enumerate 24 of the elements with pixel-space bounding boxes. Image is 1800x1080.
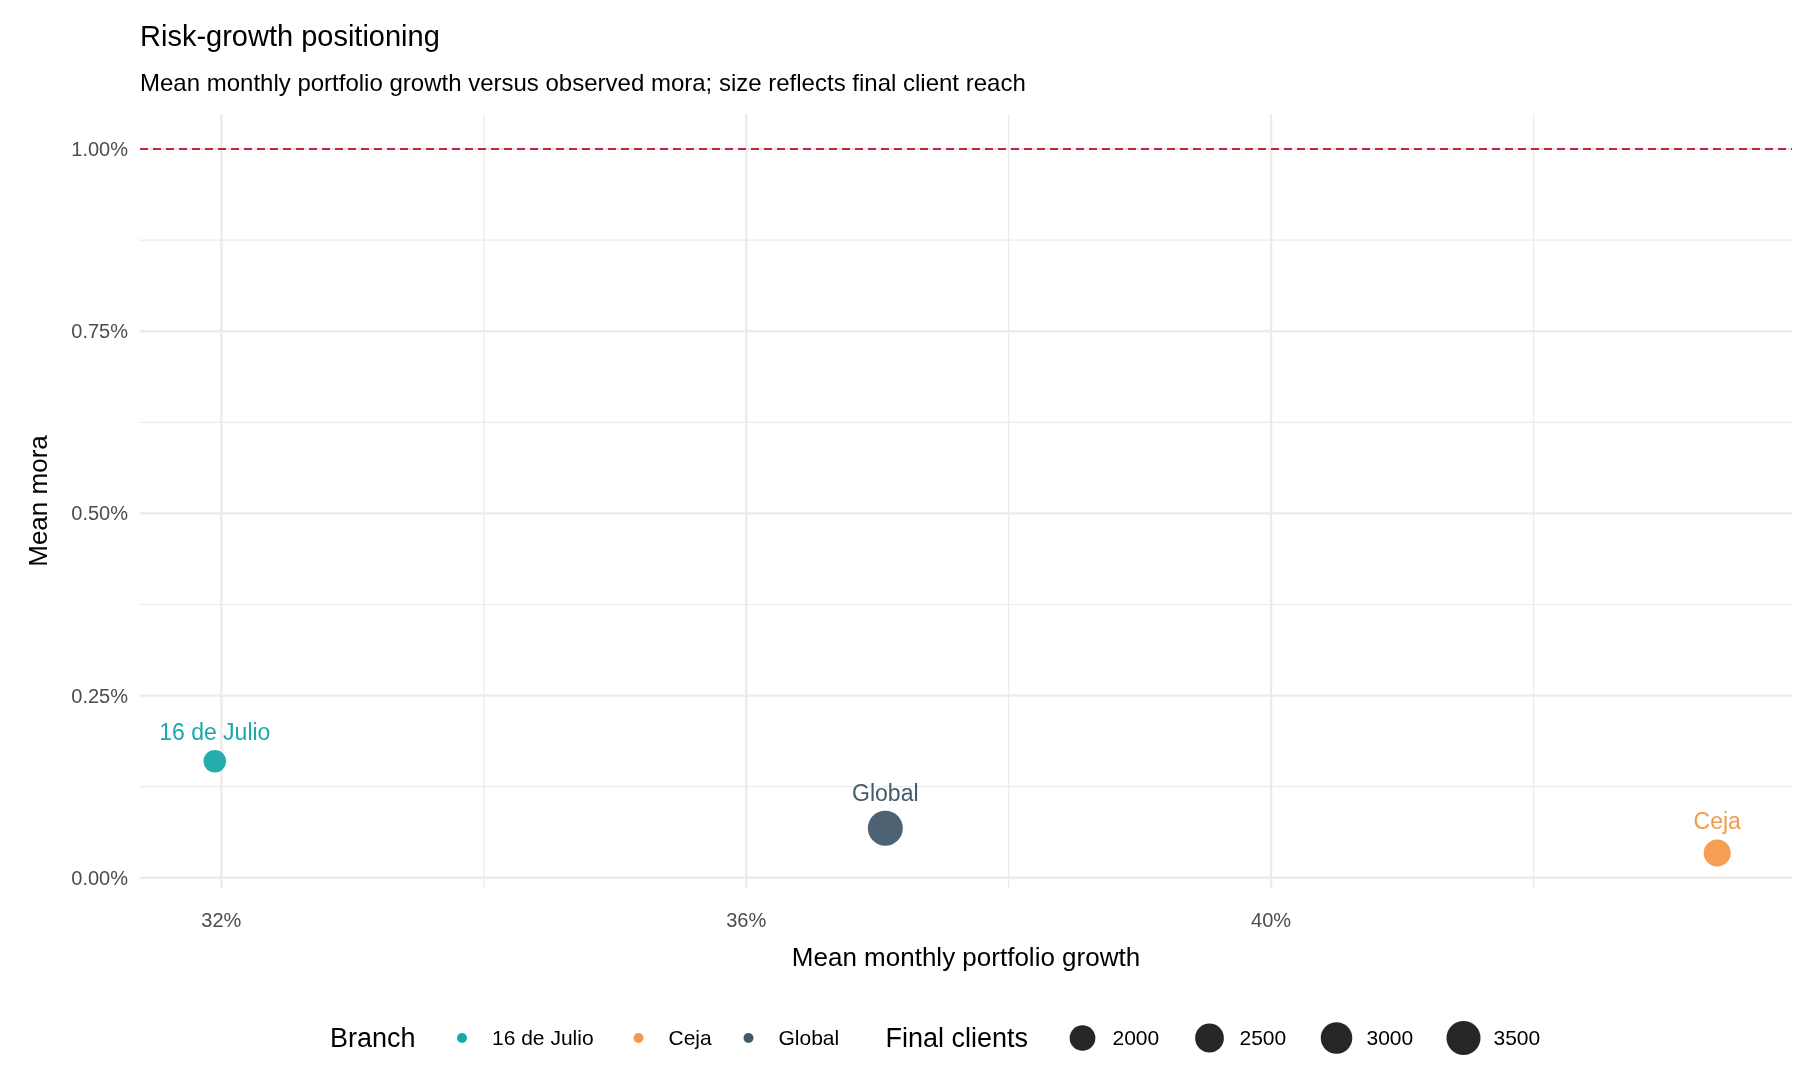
chart-title: Risk-growth positioning: [140, 20, 440, 52]
legend-label: 3500: [1493, 1026, 1541, 1049]
legend-label: 16 de Julio: [492, 1026, 594, 1049]
y-tick-label: 0.25%: [71, 684, 129, 707]
y-tick-label: 1.00%: [71, 137, 129, 160]
text: Ceja: [1693, 808, 1741, 835]
text: Global: [852, 779, 919, 806]
legend-label: 2500: [1239, 1026, 1287, 1049]
legend-label: 3000: [1366, 1026, 1414, 1049]
x-tick-label: 36%: [726, 909, 767, 931]
text: 16 de Julio: [159, 718, 271, 745]
x-tick-label: 40%: [1251, 909, 1292, 931]
legend-title: Branch: [330, 1023, 416, 1053]
y-axis-title: Mean mora: [23, 434, 53, 567]
chart-subtitle: Mean monthly portfolio growth versus observed mora; size reflects final client reach: [140, 69, 1026, 96]
y-tick-label: 0.75%: [71, 320, 129, 343]
y-tick-label: 0.50%: [71, 502, 129, 525]
x-tick-label: 32%: [201, 909, 242, 931]
legend-label: Global: [778, 1026, 840, 1049]
legend-label: 2000: [1112, 1026, 1160, 1049]
y-tick-label: 0.00%: [71, 866, 129, 889]
x-axis-title: Mean monthly portfolio growth: [791, 942, 1141, 972]
text: Final clients: [885, 1023, 1029, 1053]
legend-label: Ceja: [668, 1026, 713, 1049]
